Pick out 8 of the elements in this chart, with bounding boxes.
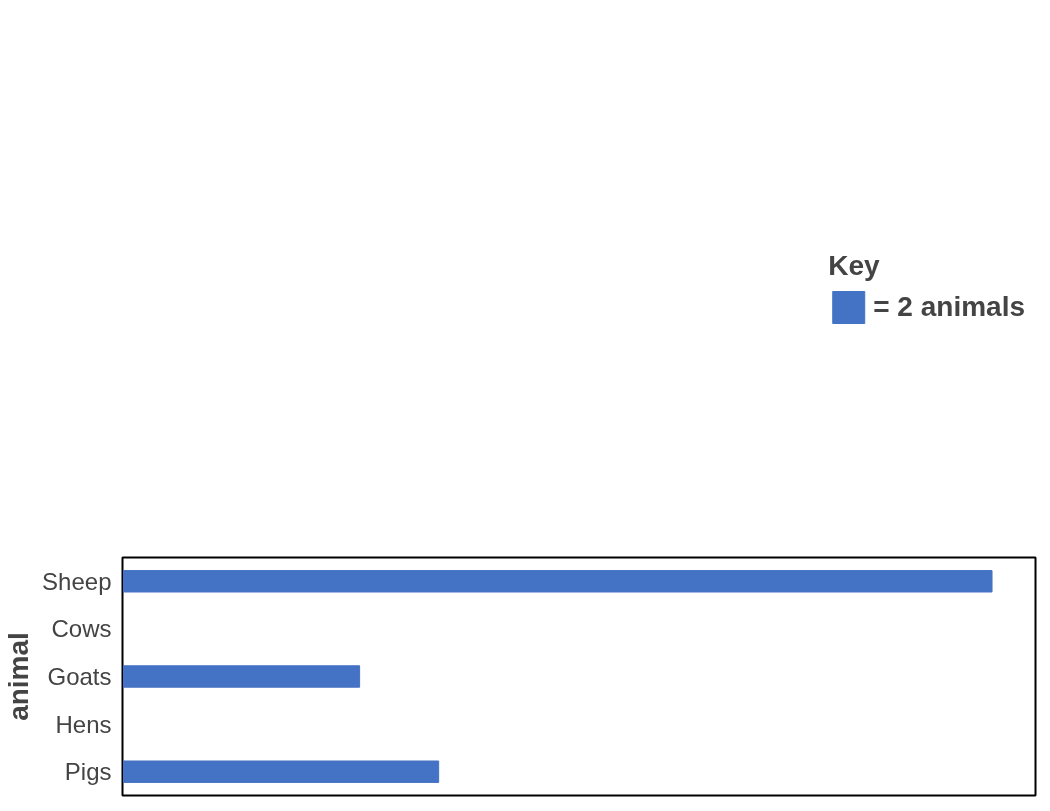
legend-title: Key bbox=[828, 250, 881, 282]
y-tick-label: Goats bbox=[47, 663, 112, 690]
y-axis-title: animal bbox=[3, 632, 35, 721]
y-tick-label: Pigs bbox=[64, 758, 112, 786]
y-tick-label: Cows bbox=[51, 615, 112, 643]
y-tick-label: Sheep bbox=[42, 567, 112, 595]
legend-label: = 2 animals bbox=[873, 291, 1025, 323]
y-tick-label: Hens bbox=[55, 710, 112, 738]
